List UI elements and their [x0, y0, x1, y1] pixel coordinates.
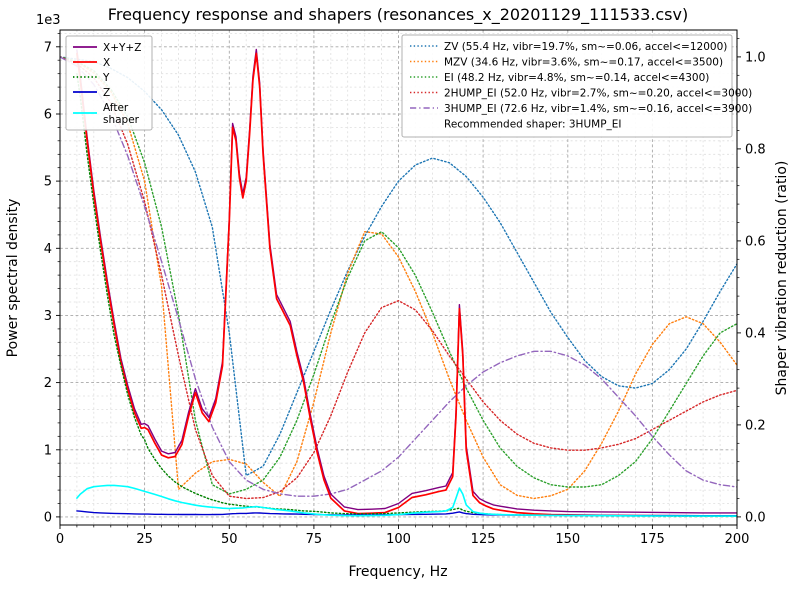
legend-item-ei: EI (48.2 Hz, vibr=4.8%, sm~=0.14, accel<… — [410, 72, 709, 84]
series-3hump-ei — [60, 56, 737, 497]
legend-item-label: Z — [103, 87, 110, 99]
x-tick-label: 125 — [471, 532, 496, 547]
x-tick-label: 75 — [306, 532, 323, 547]
recommended-shaper-label: Recommended shaper: 3HUMP_EI — [444, 119, 622, 131]
series-after-shaper — [76, 484, 737, 517]
series-mzv — [60, 56, 737, 500]
y-right-tick-label: 0.8 — [745, 142, 766, 157]
chart-title: Frequency response and shapers (resonanc… — [108, 5, 688, 25]
legend-item-label: EI (48.2 Hz, vibr=4.8%, sm~=0.14, accel<… — [444, 72, 709, 84]
legend-item-3hump-ei: 3HUMP_EI (72.6 Hz, vibr=1.4%, sm~=0.16, … — [410, 103, 752, 115]
y-left-tick-label: 2 — [44, 376, 52, 391]
axis-ticks: 0 25 50 75 100 125 150 175 200 0 1 2 3 4 5 6 7 0.0 0.2 0.4 0… — [44, 33, 766, 547]
y-right-axis-label: Shaper vibration reduction (ratio) — [774, 161, 790, 396]
legend-shapers-box — [401, 34, 733, 138]
legend-item-x-y-z: X+Y+Z — [73, 42, 141, 54]
y-left-tick-label: 0 — [44, 510, 52, 525]
y-left-tick-label: 6 — [44, 108, 52, 123]
legend-item-label: ZV (55.4 Hz, vibr=19.7%, sm~=0.06, accel… — [444, 41, 727, 53]
series-z — [76, 510, 737, 517]
legend-shapers: ZV (55.4 Hz, vibr=19.7%, sm~=0.06, accel… — [401, 34, 752, 138]
legend-item-y: Y — [73, 72, 110, 84]
x-tick-label: 175 — [640, 532, 665, 547]
series-x — [76, 52, 737, 517]
x-tick-label: 0 — [56, 532, 64, 547]
legend-item-label: 3HUMP_EI (72.6 Hz, vibr=1.4%, sm~=0.16, … — [444, 103, 752, 115]
legend-item-label: Y — [102, 72, 110, 84]
y-left-tick-label: 7 — [44, 40, 52, 55]
legend-item-mzv: MZV (34.6 Hz, vibr=3.6%, sm~=0.17, accel… — [410, 57, 723, 69]
y-left-tick-label: 5 — [44, 175, 52, 190]
legend-item-label: X+Y+Z — [103, 42, 141, 54]
x-tick-label: 150 — [555, 532, 580, 547]
series-zv — [60, 56, 737, 477]
legend-item-label: MZV (34.6 Hz, vibr=3.6%, sm~=0.17, accel… — [444, 57, 723, 69]
legend-item-x: X — [73, 57, 110, 69]
legend-item-label: X — [103, 57, 110, 69]
x-tick-label: 50 — [221, 532, 238, 547]
y-right-tick-label: 0.6 — [745, 234, 766, 249]
series-2hump-ei — [60, 56, 737, 500]
y-left-tick-label: 4 — [44, 242, 52, 257]
y-right-tick-label: 0.0 — [745, 510, 766, 525]
y-left-tick-label: 3 — [44, 309, 52, 324]
grid-major — [59, 30, 738, 525]
x-tick-label: 200 — [725, 532, 750, 547]
legend-item-zv: ZV (55.4 Hz, vibr=19.7%, sm~=0.06, accel… — [410, 41, 727, 53]
legend-item-2hump-ei: 2HUMP_EI (52.0 Hz, vibr=2.7%, sm~=0.20, … — [410, 88, 752, 100]
y-right-tick-label: 0.2 — [745, 418, 766, 433]
plot-series — [60, 48, 737, 517]
legend-item-label: shaper — [103, 114, 140, 126]
y-left-axis-label: Power spectral density — [5, 199, 21, 358]
legend-item-label: After — [103, 102, 129, 114]
legend-item-label: 2HUMP_EI (52.0 Hz, vibr=2.7%, sm~=0.20, … — [444, 88, 752, 100]
y-left-tick-label: 1 — [44, 443, 52, 458]
y-right-tick-label: 1.0 — [745, 50, 766, 65]
y-left-offset-label: 1e3 — [36, 13, 61, 28]
x-tick-label: 25 — [136, 532, 153, 547]
x-axis-label: Frequency, Hz — [348, 564, 447, 580]
series-ei — [60, 56, 737, 495]
legend-item-z: Z — [73, 87, 110, 99]
y-right-tick-label: 0.4 — [745, 326, 766, 341]
x-tick-label: 100 — [386, 532, 411, 547]
legend-psd-box — [65, 35, 153, 131]
